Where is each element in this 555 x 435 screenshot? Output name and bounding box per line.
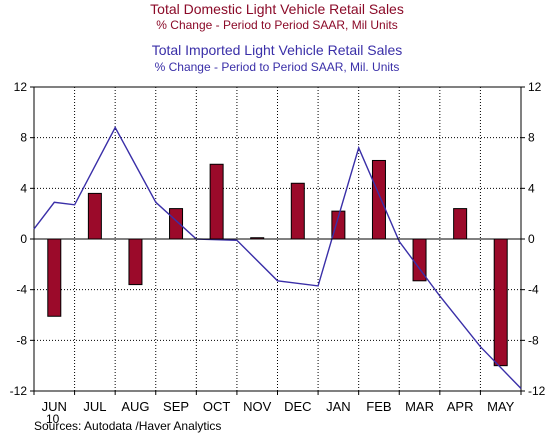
x-tick-label-sep: SEP xyxy=(163,399,189,414)
y-tick-label-right: 0 xyxy=(528,232,535,246)
y-tick-label-left: 4 xyxy=(20,181,27,195)
y-tick-label-left: 0 xyxy=(20,232,27,246)
x-tick-label-may: MAY xyxy=(487,399,515,414)
bar-sep xyxy=(169,208,184,240)
y-tick-label-left: -12 xyxy=(10,384,28,398)
y-tick-label-left: 8 xyxy=(20,131,27,145)
bar-feb xyxy=(371,159,386,240)
chart-title-3: Total Imported Light Vehicle Retail Sale… xyxy=(152,42,403,58)
x-tick-label-jan: JAN xyxy=(326,399,351,414)
y-tick-label-right: -4 xyxy=(528,283,539,297)
y-tick-label-right: 4 xyxy=(528,181,535,195)
x-tick-label-dec: DEC xyxy=(284,399,311,414)
y-tick-label-left: -8 xyxy=(16,333,27,347)
y-tick-label-left: 12 xyxy=(14,80,28,94)
chart-titles: Total Domestic Light Vehicle Retail Sale… xyxy=(150,1,404,74)
y-axis-left: 12 8 4 0 -4 -8 -12 xyxy=(10,80,34,398)
year-label: 10 xyxy=(46,412,60,426)
y-tick-label-right: -12 xyxy=(528,384,546,398)
bar-jul xyxy=(87,192,102,240)
bar-apr xyxy=(453,208,468,240)
bar-aug xyxy=(128,238,143,286)
chart-title-4: % Change - Period to Period SAAR, Mil. U… xyxy=(155,60,400,74)
chart-title-2: % Change - Period to Period SAAR, Mil Un… xyxy=(156,18,397,32)
source-note: Sources: Autodata /Haver Analytics xyxy=(34,419,221,433)
y-tick-label-right: -8 xyxy=(528,333,539,347)
x-tick-label-nov: NOV xyxy=(243,399,272,414)
imported-sales-line xyxy=(33,126,522,389)
x-tick-label-jul: JUL xyxy=(83,399,106,414)
x-tick-label-aug: AUG xyxy=(121,399,149,414)
bar-series xyxy=(47,159,508,367)
y-tick-label-right: 12 xyxy=(528,80,542,94)
bar-dec xyxy=(290,182,305,240)
x-tick-label-jun: JUN xyxy=(42,399,67,414)
bar-jun xyxy=(47,238,62,317)
y-axis-right: 12 8 4 0 -4 -8 -12 xyxy=(521,80,546,398)
chart-title-1: Total Domestic Light Vehicle Retail Sale… xyxy=(150,1,404,17)
x-tick-label-apr: APR xyxy=(447,399,474,414)
x-axis: JUN JUL AUG SEP OCT NOV DEC JAN FEB MAR APR MAY xyxy=(33,391,522,414)
x-tick-label-mar: MAR xyxy=(405,399,434,414)
y-tick-label-right: 8 xyxy=(528,131,535,145)
y-tick-label-left: -4 xyxy=(16,283,27,297)
bar-oct xyxy=(209,163,224,240)
line-series xyxy=(33,126,522,389)
bar-may xyxy=(493,238,508,367)
x-tick-label-oct: OCT xyxy=(203,399,231,414)
x-tick-label-feb: FEB xyxy=(366,399,391,414)
